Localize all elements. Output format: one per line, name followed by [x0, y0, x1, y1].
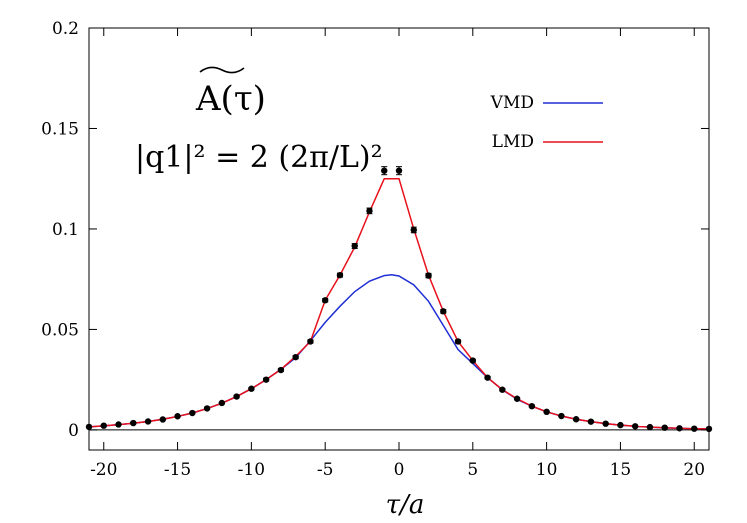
data-point [85, 423, 93, 431]
y-tick-label: 0.1 [52, 220, 79, 240]
data-point [631, 423, 639, 430]
data-point [292, 353, 299, 361]
data-point [454, 338, 462, 345]
data-point [130, 419, 137, 427]
data-point [602, 420, 609, 427]
x-tick-label: 10 [536, 460, 558, 480]
data-point [381, 167, 388, 174]
data-point [174, 413, 181, 420]
legend-label-lmd: LMD [492, 132, 534, 152]
function-label: A(τ) [195, 79, 266, 119]
data-point [572, 416, 580, 423]
data-point [705, 425, 713, 433]
data-point [484, 374, 491, 381]
data-point [159, 416, 167, 423]
data-point [189, 409, 196, 417]
data-point [513, 395, 521, 402]
series-line-vmd [88, 274, 710, 430]
data-point [646, 423, 654, 431]
data-point [144, 418, 152, 425]
data-point [351, 242, 358, 250]
data-point [336, 271, 344, 279]
x-tick-label: -10 [238, 460, 265, 480]
momentum-annotation: |q1|² = 2 (2π/L)² [135, 140, 383, 175]
data-point [425, 272, 432, 279]
x-tick-label: 15 [610, 460, 632, 480]
data-point [528, 402, 536, 410]
tilde-mark [199, 66, 245, 74]
series-line-lmd [88, 177, 710, 430]
data-point [203, 405, 211, 412]
data-point [115, 421, 122, 428]
momentum-label: |q1|² = 2 (2π/L)² [135, 140, 383, 175]
x-tick-label: -15 [164, 460, 191, 480]
x-tick-label: 5 [467, 460, 478, 480]
data-point [558, 412, 565, 420]
data-point [277, 366, 285, 374]
data-point [248, 385, 255, 392]
data-point [543, 408, 550, 416]
data-point [587, 418, 595, 425]
data-point [499, 386, 506, 393]
data-point [262, 376, 270, 383]
data-point [233, 393, 240, 400]
data-point [395, 167, 403, 174]
plot-border [88, 27, 710, 451]
data-point [218, 399, 226, 407]
x-tick-label: 0 [394, 460, 405, 480]
x-axis-title: τ/a [386, 490, 425, 520]
plot-frame [88, 27, 710, 451]
data-point [469, 357, 477, 364]
y-tick-label: 0.15 [41, 119, 79, 139]
y-tick-label: 0.05 [41, 320, 79, 340]
data-point [321, 297, 329, 304]
x-tick-label: -5 [317, 460, 334, 480]
data-point [100, 422, 107, 429]
series-layer [88, 177, 710, 430]
data-point [676, 425, 683, 432]
x-tick-label: -20 [90, 460, 117, 480]
data-point [410, 226, 417, 234]
legend-label-vmd: VMD [490, 93, 534, 113]
x-tick-label: 20 [683, 460, 705, 480]
function-annotation: A(τ) [195, 66, 266, 119]
data-point [617, 421, 624, 429]
data-point [661, 424, 668, 431]
data-point [366, 207, 373, 215]
points-layer [85, 166, 713, 433]
data-point [307, 338, 314, 345]
legend: VMD LMD [490, 93, 603, 152]
y-tick-label: 0 [68, 421, 79, 441]
tick-labels-layer: -20 -15 -10 -5 0 5 10 15 20 0 0.05 0.1 0.15 0.2 [41, 19, 705, 480]
data-point [691, 425, 698, 432]
y-tick-label: 0.2 [52, 19, 79, 39]
data-point [440, 308, 447, 315]
ticks-layer [89, 27, 709, 450]
